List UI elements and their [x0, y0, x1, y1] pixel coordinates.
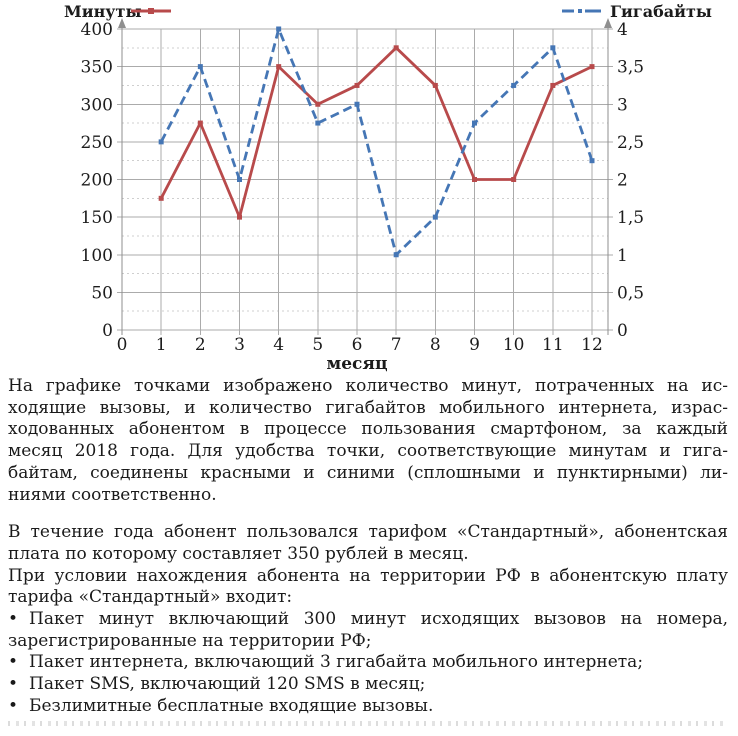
paragraph: На графике точками изображено количество… [8, 376, 728, 506]
bullet-line: • Пакет интернета, включающий 3 гигабайта… [8, 652, 644, 673]
data-point-marker [589, 64, 595, 70]
plot-area: 05010015020025030035040000,511,522,533,5… [81, 18, 644, 374]
line-chart-figure: Минуты Гигабайты 0 50 100 150 200 250 300 350 40… [64, 2, 712, 374]
x-axis-tick-label: 2 [195, 335, 206, 355]
series-line-gigabytes [159, 27, 594, 257]
x-axis-tick-label: 10 [503, 335, 525, 355]
left-axis-tick-label: 300 [81, 95, 113, 115]
bullet-item: • Пакет SMS, включающий 120 SMS в месяц; [8, 674, 728, 696]
bullet-line: • Безлимитные бесплатные входящие вызовы. [8, 695, 434, 716]
data-point-marker [197, 120, 203, 126]
x-axis-tick-label: 9 [469, 335, 480, 355]
x-axis-tick-label: 5 [312, 335, 323, 355]
data-point-marker [315, 120, 321, 126]
data-point-marker [276, 26, 282, 32]
series-line-minutes [159, 46, 593, 219]
x-axis-tick-label: 7 [391, 335, 402, 355]
left-axis-arrow-icon [118, 18, 126, 28]
bullet-line: • Пакет SMS, включающий 120 SMS в месяц; [8, 674, 426, 695]
data-point-marker [550, 82, 556, 88]
right-axis-tick-label: 3,5 [617, 58, 644, 78]
x-axis-tick-label: 0 [117, 335, 128, 355]
bullet-item: • Пакет минут включающий 300 минут исходя… [8, 609, 728, 652]
minutes-line-icon [131, 8, 171, 14]
data-point-marker [393, 252, 399, 258]
right-axis-tick-label: 1,5 [617, 208, 644, 228]
data-point-marker [432, 214, 438, 220]
data-point-marker [511, 177, 517, 182]
bullet-icon: • [8, 609, 19, 630]
paragraph-line: В течение года абонент пользовался тариф… [8, 522, 728, 543]
x-axis-tick-label: 8 [430, 335, 441, 355]
data-point-marker [511, 82, 517, 88]
paragraph-line: месяц 2018 года. Для удобства точки, соо… [8, 441, 728, 462]
left-axis-tick-label: 250 [81, 133, 113, 153]
bullet-item: • Безлимитные бесплатные входящие вызовы. [8, 696, 728, 718]
right-axis-tick-label: 0 [617, 321, 628, 341]
left-axis-tick-label: 200 [81, 171, 113, 191]
right-axis-tick-label: 4 [617, 20, 628, 40]
gigabytes-line-icon [562, 9, 601, 13]
legend-minutes-label: Минуты [64, 2, 141, 21]
data-point-marker [237, 177, 242, 182]
paragraph-line: При условии нахождения абонента на терри… [8, 565, 728, 586]
problem-text: На графике точками изображено количество… [0, 374, 738, 718]
chart-canvas: Минуты Гигабайты 05010015020025030035040… [64, 2, 712, 374]
right-axis-tick-label: 2,5 [617, 133, 644, 153]
x-axis-tick-label: 6 [352, 335, 363, 355]
data-point-marker [550, 45, 556, 51]
bullet-line: зарегистрированные на территории РФ; [8, 630, 372, 651]
x-axis-tick-label: 12 [581, 335, 603, 355]
data-point-marker [589, 158, 595, 164]
legend: Минуты Гигабайты [64, 2, 712, 21]
x-axis-title: месяц [326, 354, 387, 374]
x-axis-tick-label: 4 [273, 335, 284, 355]
bullet-icon: • [8, 695, 19, 716]
left-axis-tick-label: 400 [81, 20, 113, 40]
data-point-marker [197, 64, 203, 70]
data-point-marker [315, 101, 321, 107]
data-point-marker [354, 82, 360, 88]
data-point-marker [158, 139, 164, 145]
paragraph-line: тарифа «Стандартный» входит: [8, 587, 293, 608]
x-axis-tick-label: 1 [156, 335, 167, 355]
paragraph: При условии нахождения абонента на терри… [8, 566, 728, 609]
paragraph-line: байтам, соединены красными и синими (спл… [8, 462, 728, 483]
right-axis-tick-label: 0,5 [617, 283, 644, 303]
left-axis-tick-label: 350 [81, 58, 113, 78]
paragraph-line: На графике точками изображено количество… [8, 376, 728, 396]
data-point-marker [158, 195, 164, 201]
left-axis-tick-label: 50 [91, 283, 113, 303]
left-axis-tick-label: 100 [81, 246, 113, 266]
data-point-marker [237, 214, 242, 220]
bullet-icon: • [8, 652, 19, 673]
data-point-marker [354, 101, 360, 107]
cropped-text-line [8, 720, 728, 726]
x-axis-tick-label: 3 [234, 335, 245, 355]
data-point-marker [472, 177, 477, 182]
bullet-item: • Пакет интернета, включающий 3 гигабайта… [8, 652, 728, 674]
right-axis-tick-label: 2 [617, 171, 628, 191]
data-point-marker [276, 64, 282, 70]
bullet-line: • Пакет минут включающий 300 минут исходя… [8, 609, 728, 630]
right-axis-tick-label: 1 [617, 246, 628, 266]
left-axis-tick-label: 150 [81, 208, 113, 228]
x-axis-tick-label: 11 [542, 335, 564, 355]
paragraph-line: ходованных абонентом в процессе пользова… [8, 419, 728, 440]
data-point-marker [432, 82, 438, 88]
right-axis-arrow-icon [604, 18, 612, 28]
paragraph-line: ниями соответственно. [8, 484, 217, 505]
paragraph-line: плата по которому составляет 350 рублей … [8, 543, 469, 564]
data-point-marker [393, 45, 399, 51]
bullet-icon: • [8, 674, 19, 695]
left-axis-tick-label: 0 [102, 321, 113, 341]
paragraph-line: ходящие вызовы, и количество гигабайтов … [8, 397, 728, 418]
legend-gigabytes-label: Гигабайты [610, 2, 712, 21]
paragraph: В течение года абонент пользовался тариф… [8, 522, 728, 565]
data-point-marker [472, 120, 477, 126]
right-axis-tick-label: 3 [617, 95, 628, 115]
